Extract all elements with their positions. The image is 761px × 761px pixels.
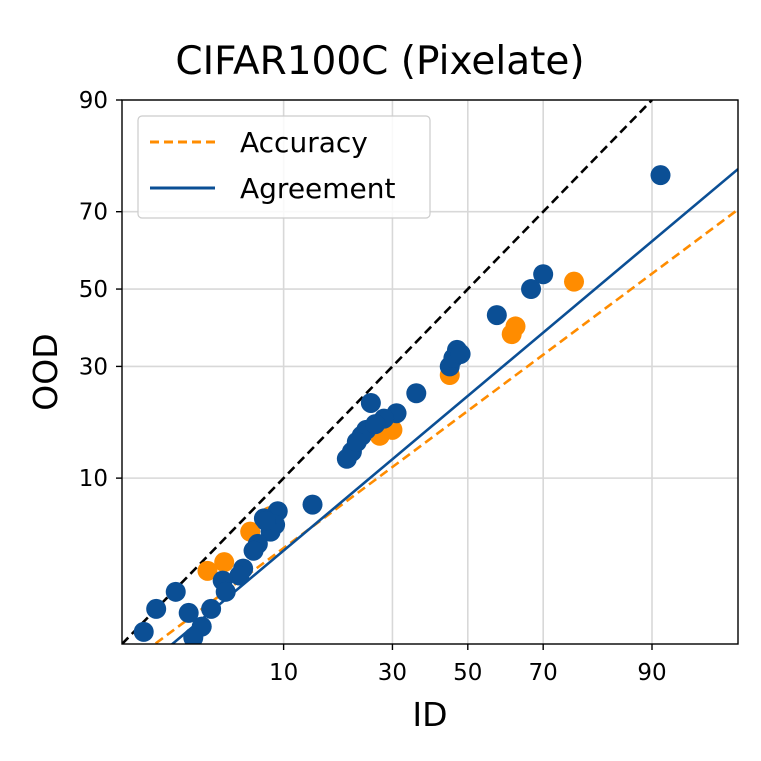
chart-title: CIFAR100C (Pixelate) bbox=[175, 39, 584, 84]
agreement-point bbox=[183, 627, 204, 644]
x-tick-label: 90 bbox=[637, 660, 666, 686]
accuracy-point bbox=[501, 324, 522, 345]
agreement-point bbox=[215, 581, 236, 602]
agreement-point bbox=[360, 392, 381, 413]
agreement-point bbox=[150, 654, 170, 674]
y-tick-label: 90 bbox=[79, 88, 108, 114]
agreement-point bbox=[133, 621, 154, 642]
agreement-point bbox=[146, 598, 167, 619]
y-axis-label: OOD bbox=[26, 333, 65, 410]
axis-ticks: 10 30 50 70 90 10 30 50 70 90 bbox=[79, 88, 667, 686]
agreement-point bbox=[201, 598, 222, 619]
agreement-point bbox=[302, 494, 323, 515]
agreement-point bbox=[365, 414, 386, 435]
x-axis-label: ID bbox=[412, 695, 447, 734]
plot-frame bbox=[121, 99, 739, 645]
accuracy-point bbox=[564, 271, 585, 292]
agreement-point bbox=[178, 602, 199, 623]
x-tick-label: 70 bbox=[529, 660, 558, 686]
agreement-point bbox=[255, 510, 276, 531]
agreement-point bbox=[346, 431, 367, 452]
accuracy-point bbox=[197, 560, 218, 581]
legend-agreement-label: Agreement bbox=[240, 172, 396, 205]
y-tick-label: 50 bbox=[79, 277, 108, 303]
agreement-point bbox=[521, 279, 542, 300]
agreement-point bbox=[486, 305, 507, 326]
y-tick-label: 70 bbox=[79, 200, 108, 226]
y-tick-label: 30 bbox=[79, 354, 108, 380]
x-tick-label: 10 bbox=[269, 660, 298, 686]
agreement-point bbox=[336, 448, 357, 469]
agreement-point bbox=[229, 565, 250, 586]
y-tick-label: 10 bbox=[79, 466, 108, 492]
accuracy-point bbox=[214, 552, 235, 573]
x-tick-label: 50 bbox=[453, 660, 482, 686]
reference-diagonal-line bbox=[122, 100, 653, 644]
legend-accuracy-label: Accuracy bbox=[240, 126, 368, 159]
agreement-point bbox=[165, 581, 186, 602]
agreement-point bbox=[406, 383, 427, 404]
agreement-point bbox=[650, 165, 671, 186]
agreement-point bbox=[243, 540, 264, 561]
agreement-point bbox=[450, 343, 471, 364]
x-tick-label: 30 bbox=[378, 660, 407, 686]
legend: Accuracy Agreement bbox=[137, 115, 431, 219]
agreement-point bbox=[533, 264, 554, 285]
data-points bbox=[133, 165, 671, 674]
